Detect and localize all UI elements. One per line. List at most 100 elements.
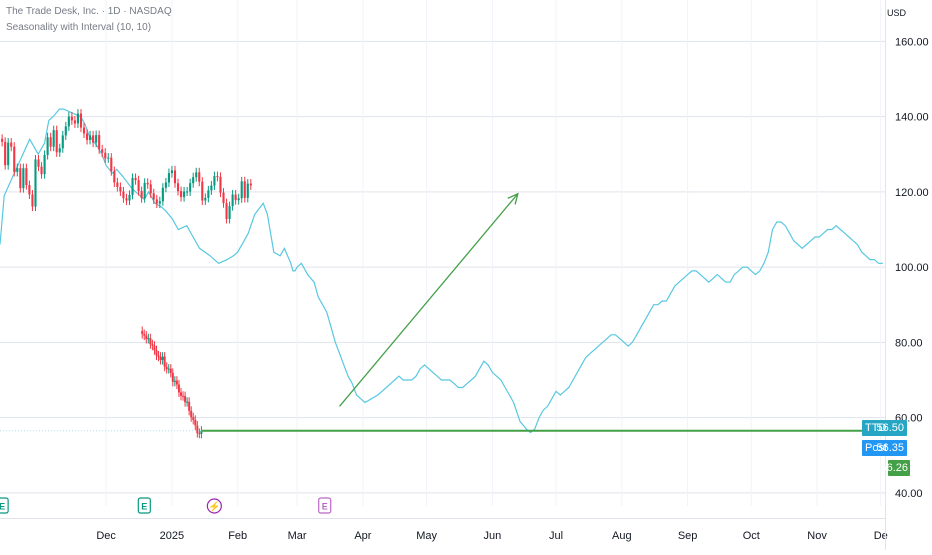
ticker-price: 56.50 xyxy=(876,422,904,434)
candle-body xyxy=(192,177,195,184)
candle-body xyxy=(192,417,195,420)
earnings-marker-label: E xyxy=(141,502,147,512)
grid xyxy=(0,0,885,506)
candle-body xyxy=(58,148,61,153)
candle-body xyxy=(188,401,191,411)
candle-body xyxy=(43,154,46,175)
candle-body xyxy=(137,180,140,192)
candle-body xyxy=(92,135,95,143)
x-tick-label: Jun xyxy=(483,530,501,542)
ticker-label: TTD xyxy=(865,422,887,434)
x-tick-label: Oct xyxy=(743,530,760,542)
candle-body xyxy=(19,168,22,189)
candle-body xyxy=(198,433,201,435)
candle-body xyxy=(183,191,186,198)
candle-body xyxy=(204,197,207,201)
candle-body xyxy=(213,176,216,186)
candle-body xyxy=(222,192,225,204)
ticker-price-badge: TTD 56.50 xyxy=(862,420,907,436)
candle-body xyxy=(131,177,134,195)
x-tick-label: Aug xyxy=(612,530,632,542)
candle-body xyxy=(70,116,73,121)
indicator-label[interactable]: Seasonality with Interval (10, 10) xyxy=(6,22,152,33)
candle-body xyxy=(122,191,125,199)
y-tick-label: 120.00 xyxy=(895,187,929,199)
candle-body xyxy=(159,356,162,361)
candle-body xyxy=(177,384,180,393)
candle-body xyxy=(85,133,89,140)
candle-body xyxy=(179,392,182,396)
candle-body xyxy=(173,380,176,382)
candle-body xyxy=(110,157,113,172)
chart-title: The Trade Desk, Inc. · 1D · NASDAQ xyxy=(6,6,172,17)
last-price: 56.26 xyxy=(880,462,908,474)
projection-arrow[interactable] xyxy=(339,192,519,407)
candle-body xyxy=(147,338,150,340)
candle-body xyxy=(151,344,154,346)
candle-body xyxy=(61,135,64,149)
candle-body xyxy=(143,334,146,336)
candle-body xyxy=(79,113,83,128)
candle-body xyxy=(161,187,164,202)
candle-body xyxy=(198,172,201,182)
earnings-marker[interactable] xyxy=(0,497,9,514)
candle-body xyxy=(184,396,187,403)
candle-body xyxy=(169,368,172,373)
candle-body xyxy=(210,185,213,191)
candle-body xyxy=(158,201,161,204)
candle-body xyxy=(55,130,58,153)
candle-body xyxy=(22,168,25,189)
projection-arrowhead[interactable] xyxy=(507,192,519,205)
candle-body xyxy=(10,142,13,147)
candle-body xyxy=(73,120,76,124)
x-tick-label: May xyxy=(416,530,437,542)
candle-body xyxy=(200,430,203,434)
candle-body xyxy=(237,198,240,201)
candle-body xyxy=(113,171,116,183)
event-markers[interactable]: E E ⚡ E xyxy=(0,497,332,514)
candle-body xyxy=(82,127,86,134)
y-tick-label: 80.00 xyxy=(895,337,923,349)
candle-body xyxy=(101,149,104,153)
candle-body xyxy=(186,401,189,403)
candle-body xyxy=(16,168,19,172)
candle-body xyxy=(246,183,249,198)
post-market-badge: Post 56.35 xyxy=(862,440,907,456)
x-tick-label: Nov xyxy=(807,530,827,542)
earnings-marker[interactable] xyxy=(318,497,332,514)
split-marker[interactable] xyxy=(206,498,222,514)
candle-body xyxy=(116,182,119,187)
candle-body xyxy=(167,368,170,370)
candle-body xyxy=(163,356,166,367)
candle-body xyxy=(149,184,152,194)
candle-body xyxy=(161,356,164,361)
split-marker-icon: ⚡ xyxy=(208,500,220,513)
candle-body xyxy=(228,206,231,219)
candle-body xyxy=(165,366,168,370)
x-tick-label: Mar xyxy=(288,530,307,542)
earnings-marker-label: E xyxy=(322,502,328,512)
candle-body xyxy=(171,372,174,382)
candle-body xyxy=(95,135,98,143)
currency-label[interactable]: USD xyxy=(887,8,907,18)
candle-body xyxy=(141,331,144,335)
x-tick-label: Dec xyxy=(96,530,116,542)
candle-body xyxy=(128,194,131,201)
candle-body xyxy=(155,199,158,204)
candle-body xyxy=(37,159,40,167)
candle-body xyxy=(152,193,155,200)
candle-body xyxy=(190,410,193,418)
candle-body xyxy=(216,176,219,178)
projection-line[interactable] xyxy=(339,193,519,407)
candle-body xyxy=(219,176,222,193)
candle-body xyxy=(155,350,158,356)
earnings-marker[interactable] xyxy=(137,497,151,514)
candle-body xyxy=(207,190,210,198)
candle-body xyxy=(89,135,92,140)
x-tick-label: Feb xyxy=(228,530,247,542)
x-tick-label: 2025 xyxy=(160,530,184,542)
candle-body xyxy=(249,183,252,186)
